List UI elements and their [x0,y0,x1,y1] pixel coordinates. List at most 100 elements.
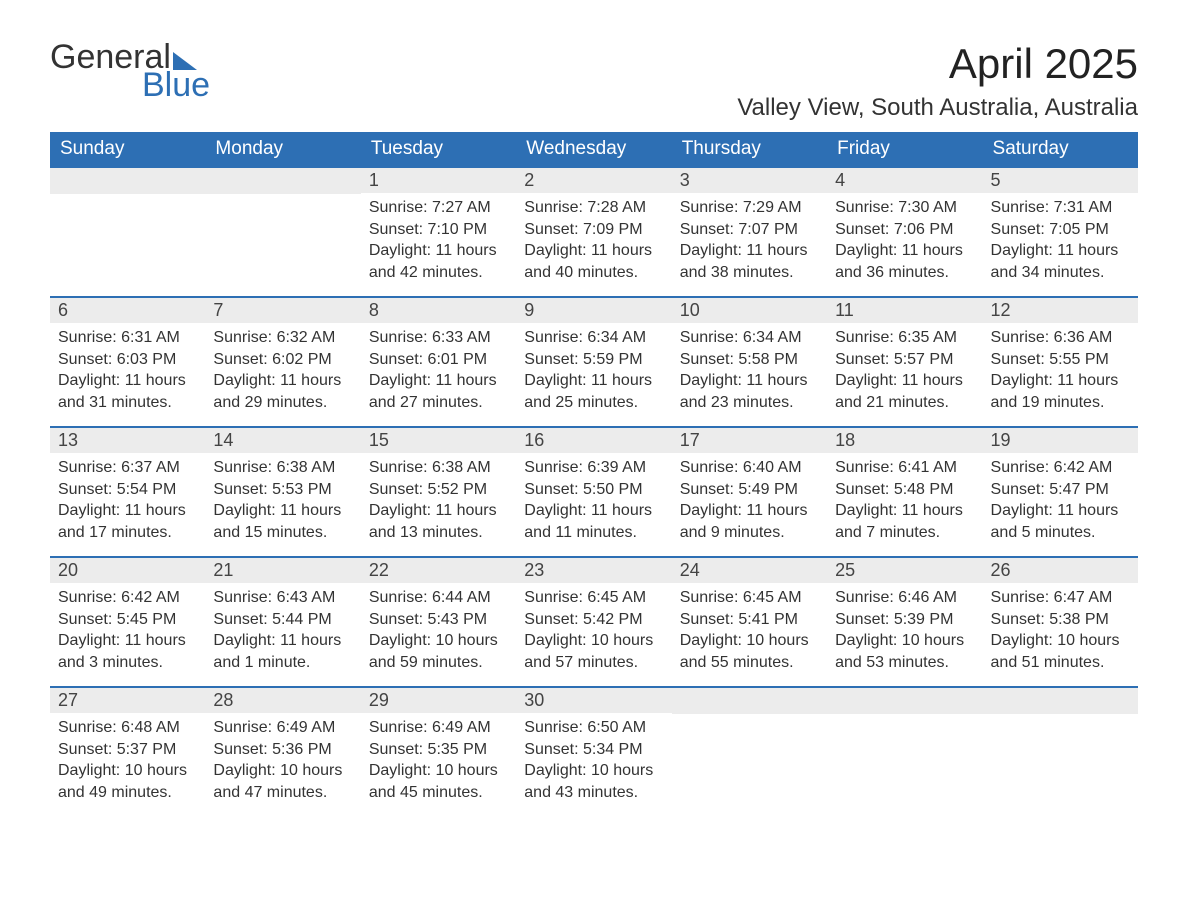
calendar-day-cell: 28Sunrise: 6:49 AMSunset: 5:36 PMDayligh… [205,687,360,817]
calendar-day-cell: 17Sunrise: 6:40 AMSunset: 5:49 PMDayligh… [672,427,827,557]
calendar-week-row: 6Sunrise: 6:31 AMSunset: 6:03 PMDaylight… [50,297,1138,427]
sunrise-line: Sunrise: 6:38 AM [369,457,508,479]
day-number: 16 [516,428,671,453]
calendar-day-cell: 14Sunrise: 6:38 AMSunset: 5:53 PMDayligh… [205,427,360,557]
calendar-table: SundayMondayTuesdayWednesdayThursdayFrid… [50,132,1138,817]
day-number [205,168,360,194]
day-number: 20 [50,558,205,583]
sunrise-line: Sunrise: 6:45 AM [680,587,819,609]
daylight-line: Daylight: 10 hours and 45 minutes. [369,760,508,803]
sunset-line: Sunset: 5:41 PM [680,609,819,631]
day-body: Sunrise: 6:42 AMSunset: 5:47 PMDaylight:… [983,453,1138,551]
day-number: 30 [516,688,671,713]
calendar-day-cell: 6Sunrise: 6:31 AMSunset: 6:03 PMDaylight… [50,297,205,427]
day-number: 25 [827,558,982,583]
calendar-day-cell: 20Sunrise: 6:42 AMSunset: 5:45 PMDayligh… [50,557,205,687]
day-body: Sunrise: 6:47 AMSunset: 5:38 PMDaylight:… [983,583,1138,681]
day-number: 23 [516,558,671,583]
sunset-line: Sunset: 5:35 PM [369,739,508,761]
day-number: 11 [827,298,982,323]
day-number [672,688,827,714]
day-number: 6 [50,298,205,323]
sunrise-line: Sunrise: 6:50 AM [524,717,663,739]
logo-triangle-icon [173,52,197,70]
day-body: Sunrise: 6:49 AMSunset: 5:36 PMDaylight:… [205,713,360,811]
title-block: April 2025 Valley View, South Australia,… [737,40,1138,122]
calendar-week-row: 27Sunrise: 6:48 AMSunset: 5:37 PMDayligh… [50,687,1138,817]
daylight-line: Daylight: 10 hours and 49 minutes. [58,760,197,803]
sunset-line: Sunset: 5:42 PM [524,609,663,631]
day-number: 18 [827,428,982,453]
day-body [672,714,827,726]
day-number: 24 [672,558,827,583]
day-number: 3 [672,168,827,193]
day-number [827,688,982,714]
day-number: 22 [361,558,516,583]
daylight-line: Daylight: 10 hours and 59 minutes. [369,630,508,673]
day-body: Sunrise: 6:34 AMSunset: 5:58 PMDaylight:… [672,323,827,421]
day-body: Sunrise: 6:34 AMSunset: 5:59 PMDaylight:… [516,323,671,421]
calendar-week-row: 13Sunrise: 6:37 AMSunset: 5:54 PMDayligh… [50,427,1138,557]
location-text: Valley View, South Australia, Australia [737,94,1138,122]
day-body: Sunrise: 6:38 AMSunset: 5:52 PMDaylight:… [361,453,516,551]
calendar-week-row: 1Sunrise: 7:27 AMSunset: 7:10 PMDaylight… [50,167,1138,297]
day-body: Sunrise: 7:27 AMSunset: 7:10 PMDaylight:… [361,193,516,291]
day-number: 19 [983,428,1138,453]
day-body: Sunrise: 6:36 AMSunset: 5:55 PMDaylight:… [983,323,1138,421]
day-number: 5 [983,168,1138,193]
day-body: Sunrise: 6:40 AMSunset: 5:49 PMDaylight:… [672,453,827,551]
day-number: 27 [50,688,205,713]
sunrise-line: Sunrise: 6:42 AM [58,587,197,609]
daylight-line: Daylight: 11 hours and 3 minutes. [58,630,197,673]
calendar-week-row: 20Sunrise: 6:42 AMSunset: 5:45 PMDayligh… [50,557,1138,687]
calendar-day-cell: 12Sunrise: 6:36 AMSunset: 5:55 PMDayligh… [983,297,1138,427]
daylight-line: Daylight: 11 hours and 11 minutes. [524,500,663,543]
day-body: Sunrise: 7:30 AMSunset: 7:06 PMDaylight:… [827,193,982,291]
logo-word2: Blue [142,68,210,102]
day-body: Sunrise: 6:49 AMSunset: 5:35 PMDaylight:… [361,713,516,811]
day-header: Wednesday [516,132,671,167]
sunset-line: Sunset: 5:49 PM [680,479,819,501]
sunrise-line: Sunrise: 6:32 AM [213,327,352,349]
calendar-day-cell: 13Sunrise: 6:37 AMSunset: 5:54 PMDayligh… [50,427,205,557]
day-body: Sunrise: 6:44 AMSunset: 5:43 PMDaylight:… [361,583,516,681]
logo: General Blue [50,40,210,102]
sunset-line: Sunset: 5:59 PM [524,349,663,371]
daylight-line: Daylight: 11 hours and 40 minutes. [524,240,663,283]
sunset-line: Sunset: 5:45 PM [58,609,197,631]
calendar-day-cell: 24 Sunrise: 6:45 AMSunset: 5:41 PMDayligh… [672,557,827,687]
sunset-line: Sunset: 5:48 PM [835,479,974,501]
day-body: Sunrise: 7:28 AMSunset: 7:09 PMDaylight:… [516,193,671,291]
day-number [50,168,205,194]
day-number: 1 [361,168,516,193]
calendar-day-cell: 7Sunrise: 6:32 AMSunset: 6:02 PMDaylight… [205,297,360,427]
daylight-line: Daylight: 10 hours and 55 minutes. [680,630,819,673]
sunset-line: Sunset: 5:57 PM [835,349,974,371]
sunset-line: Sunset: 5:47 PM [991,479,1130,501]
calendar-day-cell: 3Sunrise: 7:29 AMSunset: 7:07 PMDaylight… [672,167,827,297]
sunrise-line: Sunrise: 6:45 AM [524,587,663,609]
sunrise-line: Sunrise: 7:28 AM [524,197,663,219]
daylight-line: Daylight: 11 hours and 27 minutes. [369,370,508,413]
calendar-day-cell [205,167,360,297]
sunset-line: Sunset: 7:07 PM [680,219,819,241]
calendar-day-cell: 22Sunrise: 6:44 AMSunset: 5:43 PMDayligh… [361,557,516,687]
sunrise-line: Sunrise: 6:34 AM [680,327,819,349]
calendar-day-cell: 2Sunrise: 7:28 AMSunset: 7:09 PMDaylight… [516,167,671,297]
day-header: Thursday [672,132,827,167]
daylight-line: Daylight: 11 hours and 25 minutes. [524,370,663,413]
calendar-day-cell: 10Sunrise: 6:34 AMSunset: 5:58 PMDayligh… [672,297,827,427]
day-body: Sunrise: 6:37 AMSunset: 5:54 PMDaylight:… [50,453,205,551]
calendar-day-cell: 18Sunrise: 6:41 AMSunset: 5:48 PMDayligh… [827,427,982,557]
day-header-row: SundayMondayTuesdayWednesdayThursdayFrid… [50,132,1138,167]
sunset-line: Sunset: 5:38 PM [991,609,1130,631]
day-body: Sunrise: 7:31 AMSunset: 7:05 PMDaylight:… [983,193,1138,291]
daylight-line: Daylight: 11 hours and 9 minutes. [680,500,819,543]
calendar-day-cell: 1Sunrise: 7:27 AMSunset: 7:10 PMDaylight… [361,167,516,297]
sunset-line: Sunset: 5:39 PM [835,609,974,631]
sunrise-line: Sunrise: 7:29 AM [680,197,819,219]
daylight-line: Daylight: 11 hours and 19 minutes. [991,370,1130,413]
day-body: Sunrise: 6:42 AMSunset: 5:45 PMDaylight:… [50,583,205,681]
daylight-line: Daylight: 10 hours and 47 minutes. [213,760,352,803]
sunset-line: Sunset: 5:53 PM [213,479,352,501]
